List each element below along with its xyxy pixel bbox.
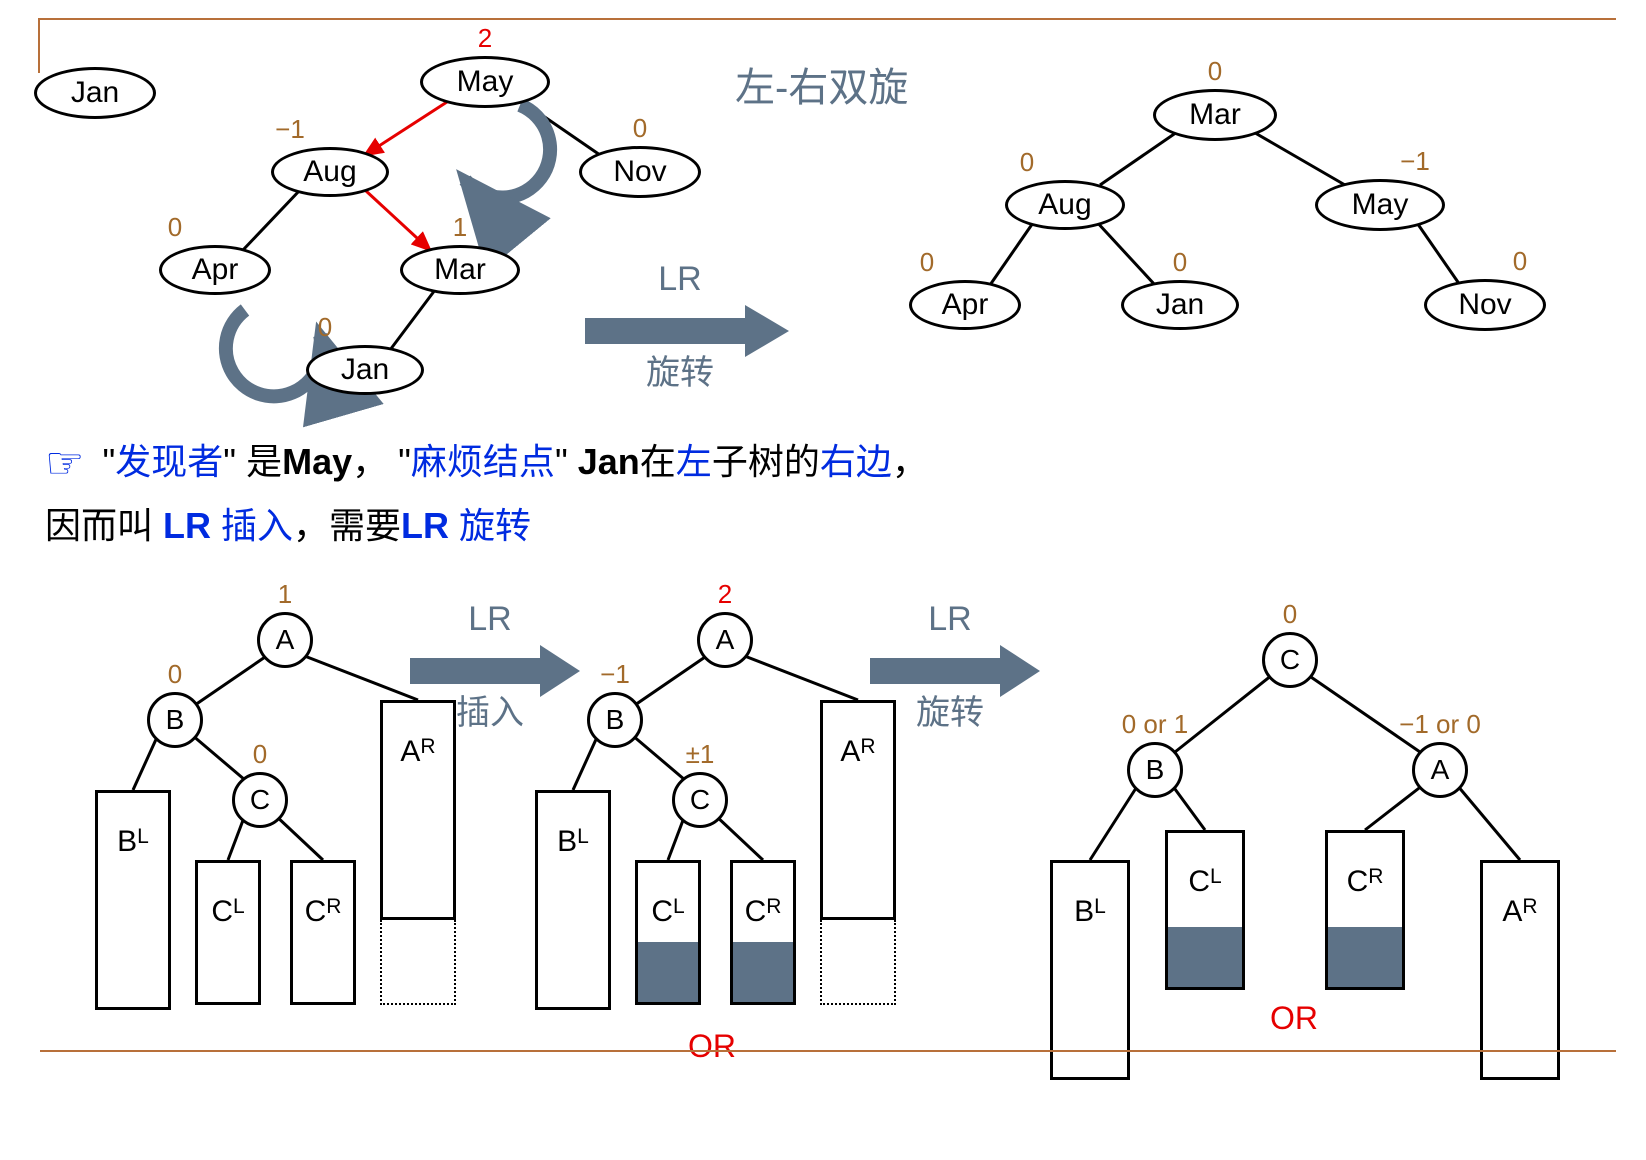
subtree-gen1-CL: CL [195,860,261,1005]
bf-right-nov: 0 [1513,246,1527,277]
at: 在 [640,441,676,482]
bf-right-mar: 0 [1208,56,1222,87]
bf-gen3-B: 0 or 1 [1122,709,1189,740]
bf-right-may: −1 [1400,146,1430,177]
lr2-bold: LR [401,505,449,546]
slide-title: 左-右双旋 [735,55,908,113]
comma3: ，需要 [293,505,401,546]
bf-gen3-A: −1 or 0 [1399,709,1481,740]
title-label: 左-右双旋 [735,66,908,110]
bf-gen2-A: 2 [718,579,732,610]
bf-right-apr: 0 [920,247,934,278]
insert-word: 插入 [211,505,293,546]
lr-arrow-3-top: LR [928,600,971,639]
subtree-gen3-CR: CR [1325,830,1405,990]
node-gen3-C: C [1262,632,1318,688]
node-gen2-B: B [587,692,643,748]
node-right-may: May [1315,179,1445,231]
comma1: ， [352,441,388,482]
subtree-gen1-CR: CR [290,860,356,1005]
node-gen2-A: A [697,612,753,668]
lr-arrow-1-bottom: 旋转 [646,345,714,394]
bf-left-may: 2 [478,23,492,54]
bf-left-apr: 0 [168,212,182,243]
lr-arrow-1-top: LR [658,260,701,299]
lr-arrow-2-bottom: 插入 [456,685,524,734]
node-left-nov: Nov [579,146,701,198]
node-left-jan0: Jan [34,67,156,119]
subtree-gen2-BL: BL [535,790,611,1010]
or-label-2: OR [1270,1000,1318,1037]
jan-bold: Jan [578,441,640,482]
bf-right-jan: 0 [1173,247,1187,278]
lr-bold: LR [163,505,211,546]
may-bold: May [282,441,352,482]
node-right-nov: Nov [1424,279,1546,331]
node-left-may: May [420,56,550,108]
lr-arrow-2-top: LR [468,600,511,639]
subtree-gen2-CL: CL [635,860,701,1005]
q4: " [555,441,568,482]
gen2-AR-dotted [820,920,896,1005]
bottom-rule [40,1050,1616,1052]
node-right-jan: Jan [1121,280,1239,330]
lr-arrow-3-bottom: 旋转 [916,685,984,734]
slide-canvas: 左-右双旋 [0,0,1646,1160]
bf-gen3-C: 0 [1283,599,1297,630]
bf-left-jan: 0 [318,312,332,343]
right-word: 右边 [820,441,892,482]
node-gen1-B: B [147,692,203,748]
bf-left-nov: 0 [633,113,647,144]
bf-gen1-A: 1 [278,579,292,610]
node-right-mar: Mar [1153,89,1277,141]
bf-gen1-B: 0 [168,659,182,690]
subtree-gen1-AR: AR [380,700,456,920]
top-connector [38,18,40,73]
top-rule [40,18,1616,20]
hand-icon: ☞ [45,439,84,488]
node-gen1-A: A [257,612,313,668]
node-gen1-C: C [232,772,288,828]
q3: " [398,441,411,482]
bf-right-aug: 0 [1020,147,1034,178]
node-right-aug: Aug [1005,180,1125,230]
trouble: 麻烦结点 [411,441,555,482]
node-left-aug: Aug [271,147,389,197]
node-right-apr: Apr [909,280,1021,330]
subtree-gen2-AR: AR [820,700,896,920]
subtree-gen3-CL: CL [1165,830,1245,990]
bf-gen2-C: ±1 [686,739,715,770]
subtree-gen2-CR: CR [730,860,796,1005]
explanation-text: ☞ "发现者" 是May， "麻烦结点" Jan在左子树的右边， 因而叫 LR … [45,430,1586,554]
left-word: 左 [676,441,712,482]
node-left-apr: Apr [159,245,271,295]
node-left-jan: Jan [306,345,424,395]
subtree-gen3-AR: AR [1480,860,1560,1080]
q1: " [102,441,115,482]
bf-left-aug: −1 [275,114,305,145]
node-gen2-C: C [672,772,728,828]
subtree-word: 子树的 [712,441,820,482]
is: 是 [246,441,282,482]
node-gen3-B: B [1127,742,1183,798]
q2: " [223,441,236,482]
rotate-word: 旋转 [449,505,531,546]
bf-left-mar: 1 [453,212,467,243]
subtree-gen1-BL: BL [95,790,171,1010]
discoverer: 发现者 [115,441,223,482]
bf-gen1-C: 0 [253,739,267,770]
bf-gen2-B: −1 [600,659,630,690]
node-gen3-A: A [1412,742,1468,798]
subtree-gen3-BL: BL [1050,860,1130,1080]
or-label-1: OR [688,1028,736,1065]
line2a: 因而叫 [45,505,163,546]
comma2: ， [892,441,928,482]
node-left-mar: Mar [400,245,520,295]
gen1-AR-dotted [380,920,456,1005]
